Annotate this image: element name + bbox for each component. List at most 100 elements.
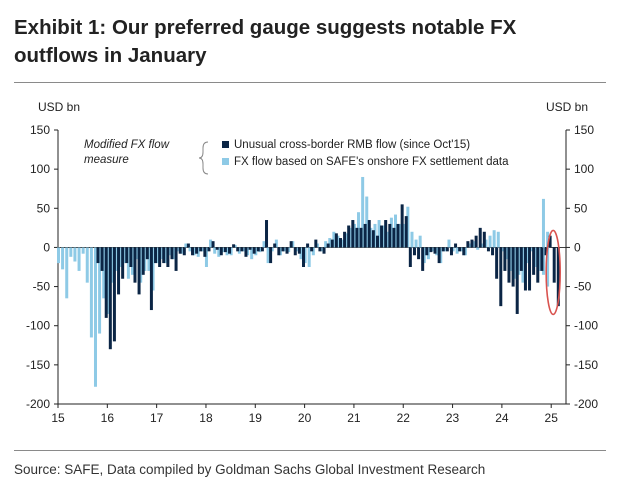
y-tick-label-left: 0	[43, 240, 50, 254]
bar-safe-settlement	[541, 198, 545, 248]
chart-title: Exhibit 1: Our preferred gauge suggests …	[14, 16, 517, 67]
bar-safe-settlement	[65, 247, 69, 299]
bar-safe-settlement	[155, 247, 159, 264]
bar-unusual-rmb	[162, 247, 166, 264]
bar-safe-settlement	[176, 247, 180, 252]
bar-unusual-rmb	[425, 247, 429, 256]
y-tick-label-right: 150	[574, 123, 594, 137]
bar-safe-settlement	[410, 231, 414, 248]
bar-safe-settlement	[332, 231, 336, 248]
bar-safe-settlement	[250, 247, 254, 260]
bar-safe-settlement	[221, 247, 225, 253]
bar-unusual-rmb	[211, 241, 215, 248]
bar-safe-settlement	[488, 235, 492, 248]
bar-unusual-rmb	[507, 247, 511, 283]
x-tick-label: 22	[397, 411, 411, 425]
y-tick-label-right: -100	[574, 319, 598, 333]
bar-unusual-rmb	[277, 247, 281, 256]
bar-unusual-rmb	[141, 247, 145, 275]
bar-unusual-rmb	[380, 225, 384, 248]
y-tick-label-left: -50	[33, 280, 51, 294]
bar-safe-settlement	[533, 247, 537, 267]
x-tick-label: 17	[150, 411, 164, 425]
bar-safe-settlement	[237, 247, 241, 254]
bar-safe-settlement	[266, 247, 270, 264]
bar-safe-settlement	[447, 239, 451, 248]
bar-safe-settlement	[328, 238, 332, 248]
bar-safe-settlement	[167, 247, 171, 256]
bar-unusual-rmb	[330, 239, 334, 248]
x-tick-label: 25	[545, 411, 559, 425]
bar-unusual-rmb	[117, 247, 121, 295]
bar-unusual-rmb	[556, 247, 560, 307]
y-tick-label-right: 0	[574, 240, 581, 254]
bar-unusual-rmb	[297, 247, 301, 254]
bar-unusual-rmb	[388, 223, 392, 248]
bar-safe-settlement	[192, 247, 196, 256]
bar-safe-settlement	[377, 220, 381, 248]
bar-unusual-rmb	[445, 247, 449, 252]
bar-unusual-rmb	[367, 220, 371, 248]
bar-safe-settlement	[143, 247, 147, 271]
bar-safe-settlement	[430, 247, 434, 252]
bar-unusual-rmb	[528, 247, 532, 291]
bar-unusual-rmb	[285, 247, 289, 254]
bar-unusual-rmb	[228, 247, 232, 254]
source-note: Source: SAFE, Data compiled by Goldman S…	[14, 462, 486, 477]
bar-unusual-rmb	[396, 223, 400, 248]
bar-unusual-rmb	[519, 247, 523, 271]
bar-safe-settlement	[213, 247, 217, 254]
bar-unusual-rmb	[322, 247, 326, 254]
bar-unusual-rmb	[240, 247, 244, 252]
bar-unusual-rmb	[182, 247, 186, 256]
bar-unusual-rmb	[371, 230, 375, 248]
bar-safe-settlement	[283, 247, 287, 252]
bar-safe-settlement	[61, 247, 65, 270]
bar-unusual-rmb	[302, 247, 306, 267]
bar-safe-settlement	[398, 223, 402, 248]
bar-safe-settlement	[229, 247, 233, 256]
bar-safe-settlement	[278, 247, 282, 256]
bar-unusual-rmb	[207, 247, 211, 252]
bar-safe-settlement	[509, 247, 513, 271]
y-tick-label-left: 50	[37, 201, 51, 215]
bar-safe-settlement	[320, 247, 324, 252]
bar-safe-settlement	[172, 247, 176, 260]
bar-unusual-rmb	[470, 239, 474, 248]
bar-unusual-rmb	[191, 247, 195, 256]
bar-unusual-rmb	[174, 247, 178, 271]
bar-unusual-rmb	[281, 247, 285, 252]
bar-unusual-rmb	[154, 247, 158, 264]
bar-safe-settlement	[352, 223, 356, 248]
bar-safe-settlement	[69, 247, 73, 257]
bar-unusual-rmb	[170, 247, 174, 260]
bar-safe-settlement	[217, 247, 221, 257]
bar-unusual-rmb	[289, 241, 293, 248]
bar-unusual-rmb	[482, 231, 486, 248]
bar-unusual-rmb	[244, 247, 248, 257]
bar-unusual-rmb	[145, 247, 149, 260]
bar-unusual-rmb	[293, 247, 297, 256]
bar-unusual-rmb	[486, 247, 490, 252]
bar-safe-settlement	[484, 239, 488, 248]
x-tick-label: 21	[347, 411, 361, 425]
bar-unusual-rmb	[400, 204, 404, 248]
bar-unusual-rmb	[149, 247, 153, 311]
bar-safe-settlement	[254, 247, 258, 256]
legend-label-rmb: Unusual cross-border RMB flow (since Oct…	[234, 139, 470, 151]
bar-unusual-rmb	[219, 247, 223, 256]
x-tick-label: 16	[101, 411, 115, 425]
bar-safe-settlement	[451, 247, 455, 252]
bar-safe-settlement	[209, 239, 213, 248]
bar-safe-settlement	[180, 247, 184, 254]
bar-safe-settlement	[118, 247, 122, 267]
bar-unusual-rmb	[306, 243, 310, 248]
y-tick-label-right: 100	[574, 162, 594, 176]
bar-safe-settlement	[81, 247, 85, 254]
bar-unusual-rmb	[523, 247, 527, 291]
y-tick-label-left: -150	[26, 358, 50, 372]
bar-unusual-rmb	[466, 241, 470, 248]
legend-title: Modified FX flow measure	[84, 139, 170, 166]
bar-safe-settlement	[476, 247, 480, 250]
